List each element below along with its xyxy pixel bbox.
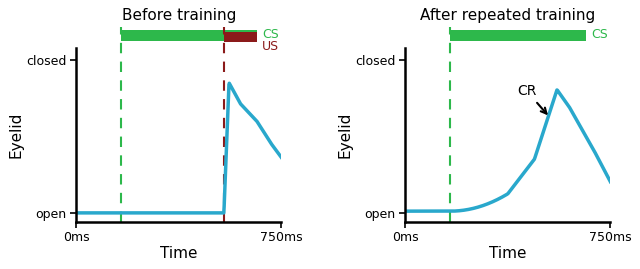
Text: US: US (262, 40, 279, 53)
Text: CS: CS (591, 29, 607, 41)
X-axis label: Time: Time (489, 246, 527, 261)
Text: CS: CS (262, 29, 278, 41)
Title: Before training: Before training (122, 8, 236, 23)
Y-axis label: Eyelid: Eyelid (337, 112, 353, 158)
Y-axis label: Eyelid: Eyelid (8, 112, 23, 158)
Title: After repeated training: After repeated training (420, 8, 595, 23)
X-axis label: Time: Time (160, 246, 198, 261)
Text: CR: CR (517, 84, 547, 114)
